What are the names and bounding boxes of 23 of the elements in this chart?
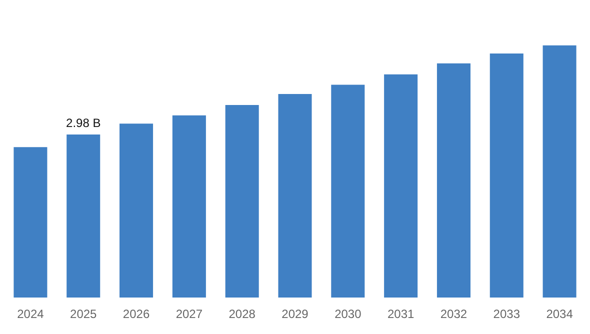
bar <box>172 115 206 298</box>
x-tick-label: 2033 <box>493 307 520 322</box>
x-tick-label: 2027 <box>176 307 203 322</box>
x-tick-label: 2029 <box>282 307 309 322</box>
bar <box>225 104 259 298</box>
x-tick-label: 2030 <box>334 307 362 322</box>
x-tick-label: 2034 <box>546 307 574 322</box>
data-label: 2.98 B <box>66 116 101 130</box>
x-tick-label: 2031 <box>387 307 414 322</box>
x-tick-label: 2026 <box>122 307 150 322</box>
bar <box>14 147 48 298</box>
bar <box>542 45 576 298</box>
x-tick-label: 2025 <box>70 307 98 322</box>
bar <box>66 134 100 298</box>
x-tick-label: 2032 <box>440 307 468 322</box>
bar <box>490 54 524 298</box>
bar <box>331 84 365 298</box>
bar <box>436 63 470 298</box>
bar <box>384 74 418 298</box>
bar <box>278 94 312 298</box>
bar <box>120 124 154 298</box>
x-tick-label: 2028 <box>228 307 256 322</box>
x-tick-label: 2024 <box>17 307 44 322</box>
